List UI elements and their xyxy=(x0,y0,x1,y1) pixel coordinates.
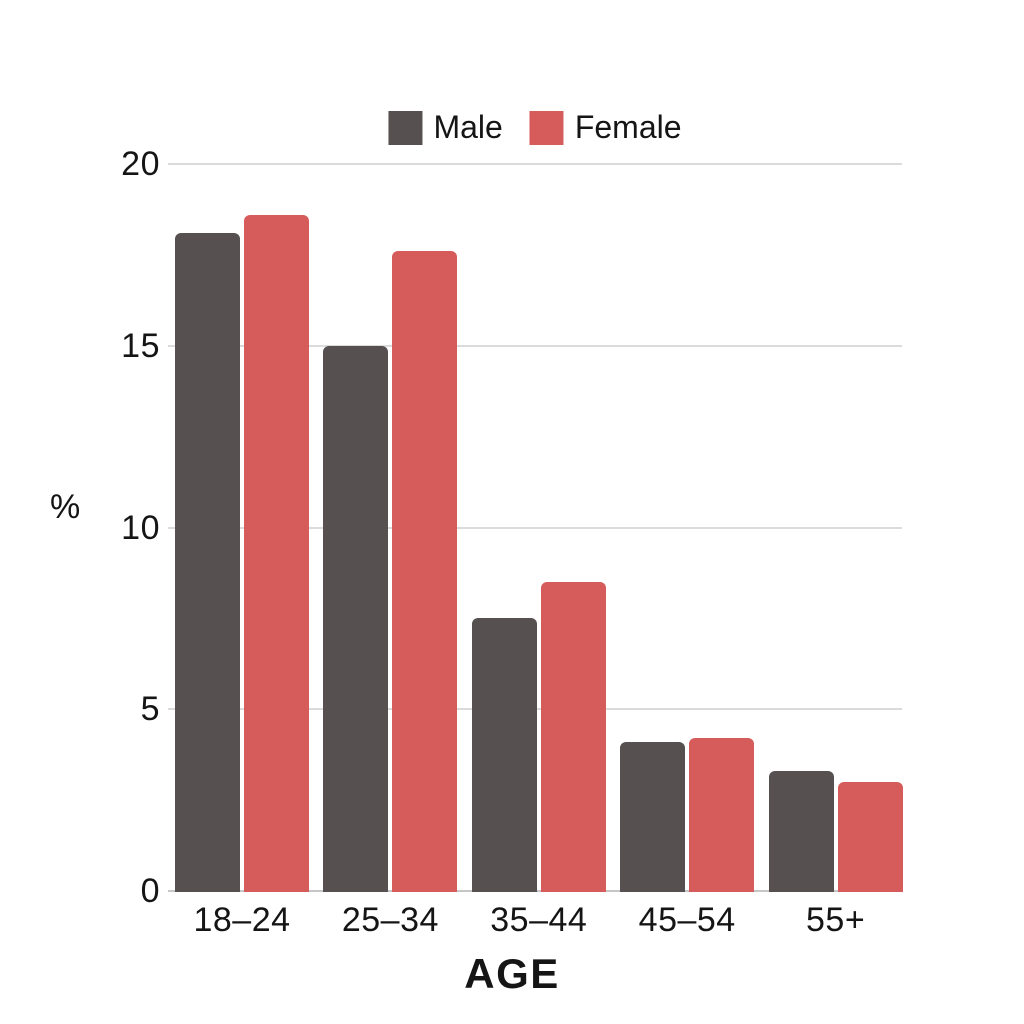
legend-label-female: Female xyxy=(574,109,682,145)
legend-label-male: Male xyxy=(433,109,503,145)
legend-swatch-male-icon xyxy=(388,110,423,145)
legend-item-female: Female xyxy=(529,109,682,145)
bar-male-55+ xyxy=(768,771,834,892)
y-tick-label-10: 10 xyxy=(121,508,160,547)
chart-legend: Male Female xyxy=(388,109,682,145)
x-tick-label-45-54: 45–54 xyxy=(638,901,736,939)
x-axis-title: AGE xyxy=(464,950,560,997)
gridline-20 xyxy=(168,163,902,165)
bar-male-35-44 xyxy=(471,618,537,892)
legend-item-male: Male xyxy=(388,109,503,145)
bar-female-35-44 xyxy=(540,582,606,892)
gridline-15 xyxy=(168,344,902,347)
bar-female-55+ xyxy=(837,781,903,892)
x-tick-label-35-44: 35–44 xyxy=(490,901,588,939)
bar-female-25-34 xyxy=(392,251,458,892)
y-axis-label: % xyxy=(50,488,81,526)
y-tick-label-15: 15 xyxy=(121,326,160,365)
y-tick-label-0: 0 xyxy=(140,872,160,910)
bar-male-45-54 xyxy=(620,741,686,892)
y-tick-label-5: 5 xyxy=(140,690,160,729)
bar-female-45-54 xyxy=(689,738,755,892)
bar-male-25-34 xyxy=(323,345,389,892)
y-tick-label-20: 20 xyxy=(121,145,160,183)
bar-male-18-24 xyxy=(175,233,240,892)
x-tick-label-18-24: 18–24 xyxy=(193,901,291,939)
x-tick-label-25-34: 25–34 xyxy=(341,901,439,939)
x-tick-label-55+: 55+ xyxy=(806,901,866,939)
legend-swatch-female-icon xyxy=(529,110,564,145)
gridline-10 xyxy=(168,526,902,529)
bar-female-18-24 xyxy=(244,214,309,892)
